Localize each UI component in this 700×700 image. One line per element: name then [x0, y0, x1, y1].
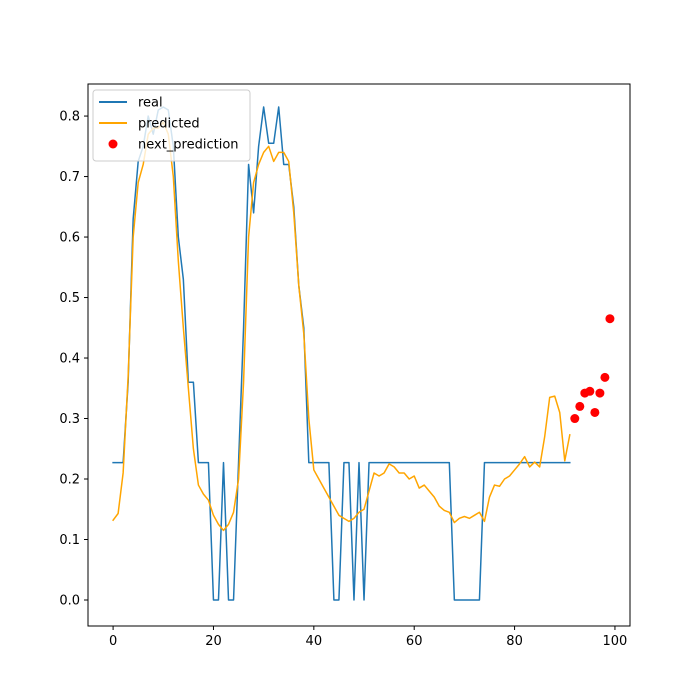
y-tick-label-0: 0.0	[59, 593, 80, 608]
y-tick-label-6: 0.6	[59, 231, 80, 246]
y-tick-label-5: 0.5	[59, 291, 80, 306]
series-point-next_prediction-6	[600, 372, 610, 382]
y-tick-label-1: 0.1	[59, 533, 80, 548]
y-tick-label-7: 0.7	[59, 170, 80, 185]
x-tick-label-3: 60	[406, 634, 423, 649]
series-point-next_prediction-0	[570, 414, 580, 424]
series-layer	[112, 106, 615, 601]
legend-label-real: real	[138, 96, 163, 111]
series-point-next_prediction-1	[575, 401, 585, 411]
legend-swatch-next_prediction	[108, 139, 118, 149]
x-tick-label-0: 0	[109, 634, 117, 649]
legend-box	[92, 89, 251, 162]
series-point-next_prediction-4	[590, 407, 600, 417]
series-point-next_prediction-5	[595, 388, 605, 398]
y-tick-label-2: 0.2	[59, 473, 80, 488]
y-tick-label-3: 0.3	[59, 412, 80, 427]
axes-layer: 0 20 40 60 80 100 0.0 0.1 0.2 0.3 0.4 0.5 0.6 0.7 0.8	[59, 83, 631, 649]
legend-label-next_prediction: next_prediction	[138, 138, 239, 153]
x-tick-label-2: 40	[306, 634, 323, 649]
series-line-real	[112, 106, 571, 601]
legend-label-predicted: predicted	[138, 117, 200, 132]
x-tick-label-4: 80	[506, 634, 523, 649]
series-point-next_prediction-7	[605, 314, 615, 324]
legend: real predicted next_prediction	[92, 89, 251, 162]
series-point-next_prediction-3	[585, 386, 595, 396]
y-tick-label-8: 0.8	[59, 110, 80, 125]
x-tick-label-5: 100	[603, 634, 628, 649]
plot-area-background	[88, 84, 630, 626]
y-tick-label-4: 0.4	[59, 352, 80, 367]
x-tick-label-1: 20	[205, 634, 222, 649]
plot-frame	[87, 83, 631, 627]
series-line-predicted	[112, 121, 571, 532]
